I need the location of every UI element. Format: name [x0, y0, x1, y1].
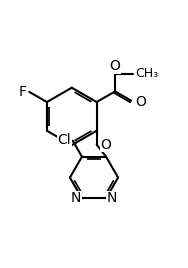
Text: N: N [71, 191, 81, 205]
Text: F: F [18, 85, 27, 99]
Text: O: O [135, 95, 146, 109]
Text: O: O [101, 138, 112, 152]
Text: N: N [107, 191, 117, 205]
Text: CH₃: CH₃ [135, 67, 158, 80]
Text: Cl: Cl [57, 133, 71, 147]
Text: O: O [110, 59, 121, 73]
